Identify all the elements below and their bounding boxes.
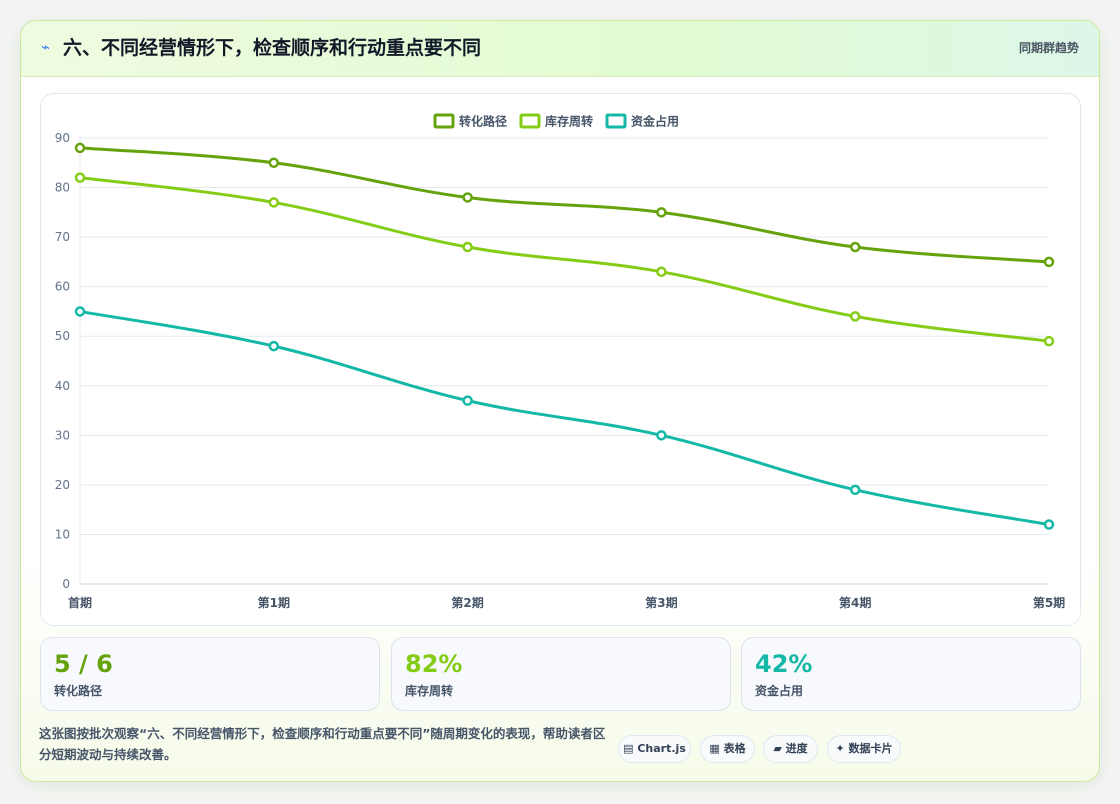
data-point (849, 484, 861, 496)
chart-svg: 0 10 20 30 40 50 60 70 80 90 首期 第1期 第2期 第3期 第4期 第5期 转化路径… (55, 113, 1065, 610)
data-point (1043, 256, 1055, 268)
data-point (74, 142, 86, 154)
y-tick-label: 30 (55, 428, 70, 442)
data-point (1043, 519, 1055, 530)
data-point (1043, 335, 1055, 347)
data-point (656, 266, 667, 278)
data-point (268, 197, 280, 208)
data-point (656, 430, 667, 441)
y-tick-label: 0 (62, 577, 70, 591)
x-tick-label: 首期 (68, 595, 92, 610)
data-point (268, 157, 280, 169)
pill-chartjs[interactable]: ▤ Chart.js (618, 735, 691, 763)
stat-card-conversion: 5 / 6 转化路径 (40, 637, 380, 711)
chart-card: ⌁ 六、不同经营情形下，检查顺序和行动重点要不同 同期群趋势 0 10 20 30 40… (20, 20, 1100, 782)
data-point (849, 311, 861, 322)
lightning-icon: ⌁ (41, 38, 51, 56)
stat-label: 转化路径 (54, 684, 103, 698)
pill-data-cards[interactable]: ✦ 数据卡片 (827, 735, 901, 763)
stat-label: 资金占用 (755, 684, 804, 698)
x-tick-label: 第4期 (839, 595, 871, 610)
stat-label: 库存周转 (405, 684, 454, 698)
pill-label: 数据卡片 (848, 742, 893, 755)
sparkle-icon: ✦ (835, 742, 845, 755)
data-point (462, 192, 473, 203)
legend-label: 库存周转 (545, 114, 593, 129)
y-tick-label: 10 (55, 527, 70, 541)
y-tick-label: 40 (55, 379, 70, 393)
y-tick-label: 80 (55, 181, 70, 195)
header-tag: 同期群趋势 (1018, 41, 1079, 55)
series-line (79, 309, 1050, 527)
y-tick-label: 90 (55, 131, 70, 145)
stat-value: 82% (405, 650, 463, 678)
pill-label: 进度 (785, 742, 808, 755)
card-title: 六、不同经营情形下，检查顺序和行动重点要不同 (63, 37, 482, 59)
y-tick-label: 50 (55, 329, 70, 343)
legend-label: 转化路径 (459, 114, 507, 129)
data-point (462, 241, 473, 253)
pill-table[interactable]: ▦ 表格 (700, 735, 755, 763)
data-point (74, 306, 86, 317)
x-tick-label: 第1期 (258, 595, 290, 610)
series-line (79, 176, 1050, 343)
legend-swatch (605, 113, 627, 129)
data-point (268, 340, 280, 352)
data-point (462, 395, 473, 406)
series-line (79, 146, 1050, 264)
y-tick-label: 20 (55, 478, 70, 492)
stat-value: 42% (755, 650, 813, 678)
table-icon: ▦ (709, 742, 720, 755)
pill-label: 表格 (723, 742, 746, 755)
stat-card-inventory: 82% 库存周转 (391, 637, 731, 711)
line-chart: 0 10 20 30 40 50 60 70 80 90 首期 第1期 第2期 第3期 第4期 第5期 转化路径… (40, 93, 1081, 626)
pill-label: Chart.js (637, 742, 686, 755)
legend-label: 资金占用 (631, 114, 679, 129)
y-tick-label: 60 (55, 280, 70, 294)
x-tick-label: 第5期 (1033, 595, 1065, 610)
stat-value: 5 / 6 (54, 650, 113, 678)
data-point (849, 241, 861, 253)
card-header: ⌁ 六、不同经营情形下，检查顺序和行动重点要不同 同期群趋势 (21, 21, 1099, 77)
data-point (74, 172, 86, 183)
x-tick-label: 第3期 (645, 595, 677, 610)
legend-swatch (519, 113, 541, 129)
chart-icon: ▤ (623, 742, 634, 755)
x-tick-label: 第2期 (451, 595, 483, 610)
stat-card-capital: 42% 资金占用 (741, 637, 1081, 711)
progress-icon: ▰ (773, 742, 782, 755)
data-point (656, 207, 667, 218)
legend-swatch (433, 113, 455, 129)
pill-progress[interactable]: ▰ 进度 (763, 735, 818, 763)
chart-footnote: 这张图按批次观察“六、不同经营情形下，检查顺序和行动重点要不同”随周期变化的表现… (39, 726, 606, 762)
y-tick-label: 70 (55, 230, 70, 244)
